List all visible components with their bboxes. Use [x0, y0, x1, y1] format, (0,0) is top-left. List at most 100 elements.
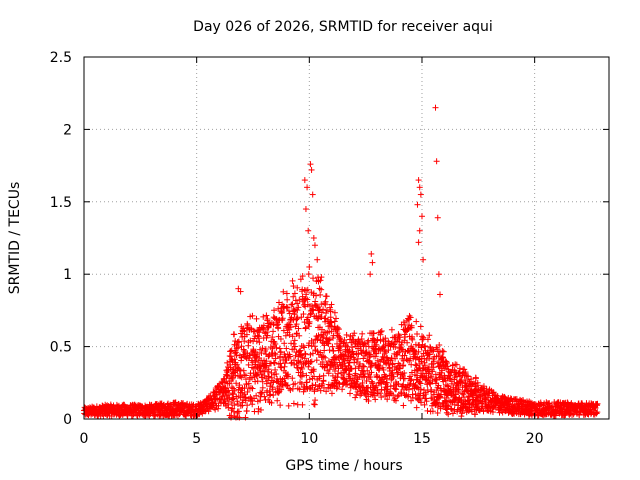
- data-point: [289, 301, 296, 308]
- data-point: [272, 366, 279, 373]
- data-point: [310, 235, 317, 241]
- data-point: [395, 331, 402, 338]
- data-point: [283, 303, 290, 310]
- data-point: [228, 412, 235, 419]
- data-point: [424, 407, 431, 414]
- data-point: [205, 408, 212, 415]
- data-point: [284, 296, 291, 303]
- data-point: [277, 402, 284, 409]
- data-point: [277, 349, 284, 356]
- data-point: [448, 406, 455, 413]
- data-point: [326, 347, 333, 354]
- data-point: [239, 333, 246, 340]
- data-point: [233, 345, 240, 352]
- y-tick-label: 1: [63, 267, 72, 283]
- data-point: [264, 368, 271, 375]
- data-point: [331, 309, 338, 316]
- data-point: [235, 408, 242, 415]
- data-point: [259, 384, 266, 391]
- data-point: [249, 312, 256, 319]
- data-point: [269, 334, 276, 341]
- data-point: [280, 327, 287, 334]
- data-point: [305, 271, 312, 278]
- data-point: [231, 402, 238, 409]
- data-point: [232, 349, 239, 356]
- data-point: [288, 360, 295, 367]
- data-point: [253, 338, 260, 345]
- data-point: [417, 323, 424, 330]
- data-point: [302, 206, 309, 213]
- data-point: [414, 201, 421, 208]
- y-tick-label: 0.5: [50, 340, 72, 356]
- data-point: [310, 401, 317, 408]
- data-point: [282, 332, 289, 339]
- data-point: [460, 391, 467, 398]
- data-point: [368, 250, 375, 257]
- data-point: [299, 401, 306, 408]
- data-point: [314, 256, 321, 263]
- data-point: [453, 361, 460, 368]
- data-point: [313, 357, 320, 364]
- data-point: [235, 344, 242, 351]
- data-point: [244, 402, 251, 409]
- data-point: [249, 385, 256, 392]
- data-point: [229, 405, 236, 412]
- data-point: [290, 400, 297, 407]
- data-point: [437, 291, 444, 298]
- data-point: [242, 353, 249, 360]
- data-point: [333, 315, 340, 322]
- data-point: [301, 177, 308, 184]
- data-point: [290, 340, 297, 347]
- data-point: [261, 367, 268, 374]
- data-point: [263, 362, 270, 369]
- data-point: [434, 214, 441, 221]
- data-point: [310, 275, 317, 282]
- data-point: [241, 338, 248, 345]
- data-point: [236, 366, 243, 373]
- data-point: [238, 343, 245, 350]
- data-point: [451, 407, 458, 414]
- data-point: [458, 413, 465, 420]
- data-point: [228, 384, 235, 391]
- data-point: [271, 307, 278, 314]
- data-point: [312, 397, 319, 404]
- data-point: [323, 293, 330, 300]
- data-point: [242, 414, 249, 421]
- x-tick-label: 0: [80, 431, 89, 447]
- data-point: [302, 351, 309, 358]
- data-point: [254, 351, 261, 358]
- data-point: [281, 360, 288, 367]
- data-point: [236, 414, 243, 421]
- x-tick-label: 5: [192, 431, 201, 447]
- data-point: [307, 161, 314, 168]
- data-point: [374, 336, 381, 343]
- data-point: [272, 340, 279, 347]
- data-point: [270, 359, 277, 366]
- data-point: [440, 348, 447, 355]
- plot-frame: [83, 56, 610, 420]
- data-point: [283, 290, 290, 297]
- data-point: [432, 104, 439, 111]
- data-point: [271, 350, 278, 357]
- data-point: [276, 299, 283, 306]
- data-point: [415, 177, 422, 184]
- data-point: [306, 263, 313, 270]
- data-point: [254, 332, 261, 339]
- data-point: [270, 379, 277, 386]
- data-point: [278, 386, 285, 393]
- data-point: [415, 239, 422, 246]
- data-point: [275, 325, 282, 332]
- data-point: [245, 361, 252, 368]
- data-point: [231, 413, 238, 420]
- data-point: [274, 397, 281, 404]
- data-point: [264, 332, 271, 339]
- data-point: [234, 361, 241, 368]
- data-point: [305, 227, 312, 234]
- data-point: [433, 158, 440, 165]
- data-point: [420, 256, 427, 263]
- data-point: [367, 271, 374, 278]
- data-point: [212, 406, 219, 413]
- data-point: [426, 332, 433, 339]
- data-point: [300, 343, 307, 350]
